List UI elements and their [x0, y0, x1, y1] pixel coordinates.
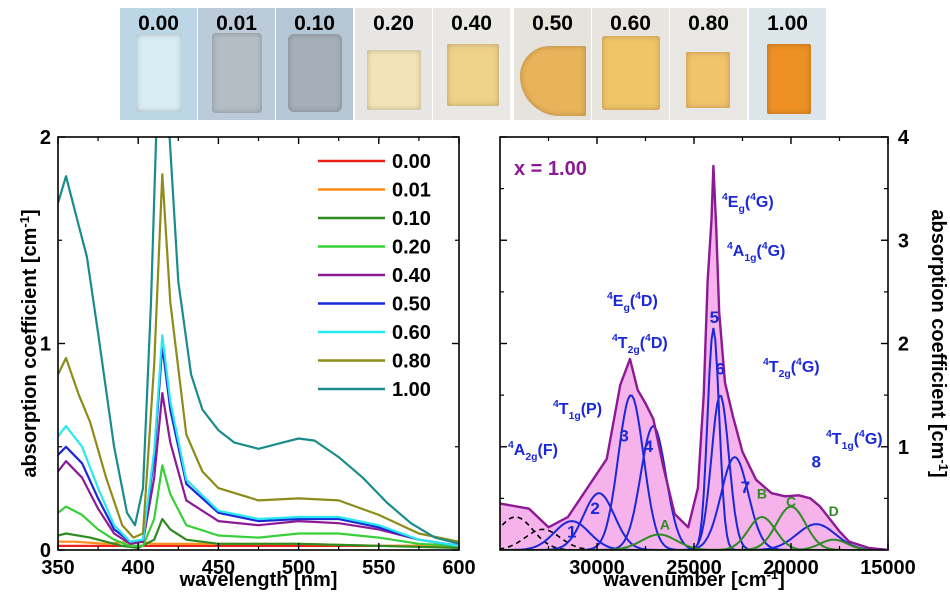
sample-photo: 0.01	[198, 8, 275, 120]
series-line	[58, 173, 459, 543]
legend-label: 0.20	[392, 237, 431, 259]
gaussian-component	[500, 520, 888, 550]
component-label: 6	[715, 359, 724, 378]
sample-photo: 0.50	[514, 8, 591, 120]
component-label: 5	[710, 308, 719, 327]
series-line	[58, 464, 459, 547]
transition-label: 4​T2​g​(4​G)	[763, 357, 820, 380]
sample-photo: 0.60	[592, 8, 669, 120]
dashed-component	[500, 528, 888, 550]
y-tick-label: 1	[40, 334, 51, 356]
sample-concentration-label: 0.00	[138, 12, 179, 35]
sample-concentration-label: 0.80	[688, 12, 729, 35]
legend-label: 0.10	[392, 208, 431, 230]
legend-label: 0.60	[392, 322, 431, 344]
y-tick-label: 3	[898, 230, 909, 252]
sample-photo: 1.00	[749, 8, 826, 120]
transition-label: 4​T1​g​(4​G)	[826, 429, 883, 452]
sample-concentration-label: 0.01	[216, 12, 257, 35]
y-tick-label: 0	[40, 540, 51, 562]
y-tick-label: 2	[40, 127, 51, 149]
sample-crystal	[767, 44, 811, 114]
legend-label: 0.01	[392, 180, 431, 202]
x-tick-label: 400	[122, 557, 155, 579]
legend-label: 0.80	[392, 351, 431, 373]
transition-label: 4​A1​g​(4​G)	[727, 241, 785, 264]
gaussian-component	[500, 505, 888, 550]
sample-crystal	[136, 34, 182, 112]
sample-concentration-label: 1.00	[767, 12, 808, 35]
x-tick-label: 500	[282, 557, 315, 579]
x-tick-label: 450	[202, 557, 235, 579]
transition-label: 4​T1​g​(P)	[553, 399, 602, 422]
component-label: 1	[567, 523, 576, 542]
component-label: D	[829, 503, 839, 519]
sample-concentration-label: 0.40	[451, 12, 492, 35]
sample-photo-strip: 0.00 0.01 0.10 0.20 0.40 0.50 0.60 0.80 1.00	[0, 0, 950, 120]
plot-frame	[499, 136, 889, 551]
sample-photo: 0.20	[355, 8, 432, 120]
sample-photo: 0.40	[433, 8, 510, 120]
x-tick-label: 600	[442, 557, 475, 579]
transition-label: 4​Eg​(4​D)	[607, 291, 658, 314]
component-label: 3	[619, 427, 628, 446]
component-label: A	[660, 516, 670, 532]
sample-crystal	[686, 52, 730, 108]
series-line	[58, 392, 459, 547]
sample-crystal	[212, 33, 262, 113]
transition-label: 4​A2​g​(F)	[508, 440, 558, 463]
series-line	[58, 137, 459, 545]
series-line	[58, 334, 459, 547]
y-axis-label: absorption coefficient [cm-1​]	[927, 209, 950, 477]
total-absorption-fill	[500, 165, 888, 550]
x-tick-label: 350	[41, 557, 74, 579]
component-label: B	[757, 485, 767, 501]
sample-crystal	[288, 34, 342, 112]
component-label: 2	[590, 499, 599, 518]
plot-area	[58, 137, 459, 549]
y-axis-label: absorption coefficient [cm-1​]	[17, 209, 41, 477]
legend-label: 1.00	[392, 379, 431, 401]
series-line	[58, 344, 459, 547]
sample-photo: 0.00	[120, 8, 197, 120]
gaussian-component	[500, 523, 888, 550]
x-tick-label: 30000	[569, 557, 625, 579]
series-label: x = 1.00	[514, 158, 587, 180]
sample-crystal	[367, 50, 421, 110]
sample-photo: 0.80	[670, 8, 747, 120]
x-tick-label: 550	[362, 557, 395, 579]
component-label: 7	[741, 478, 750, 497]
sample-concentration-label: 0.60	[610, 12, 651, 35]
y-tick-label: 1	[898, 437, 909, 459]
x-axis-label: wavelength [nm]	[179, 569, 338, 591]
component-label: C	[786, 494, 796, 510]
x-tick-label: 15000	[860, 557, 916, 579]
x-axis-label: wavenumber [cm-1​]	[602, 567, 785, 591]
gaussian-component	[500, 538, 888, 550]
y-tick-label: 2	[898, 334, 909, 356]
sample-photo: 0.10	[276, 8, 353, 120]
transition-label: 4​T2​g​(4​D)	[612, 333, 668, 356]
x-tick-label: 20000	[763, 557, 819, 579]
component-label: 8	[811, 452, 820, 471]
sample-concentration-label: 0.20	[373, 12, 414, 35]
component-label: 4	[644, 437, 654, 456]
sample-concentration-label: 0.50	[532, 12, 573, 35]
legend-label: 0.50	[392, 294, 431, 316]
legend-label: 0.40	[392, 265, 431, 287]
total-absorption-line	[500, 164, 888, 550]
sample-crystal	[447, 44, 499, 106]
transition-label: 4​Eg​(4​G)	[722, 192, 774, 215]
sample-concentration-label: 0.10	[294, 12, 335, 35]
plot-area	[500, 164, 888, 550]
sample-crystal	[520, 46, 586, 116]
y-tick-label: 4	[898, 127, 910, 149]
gaussian-component	[500, 492, 888, 550]
legend: 0.00 0.01 0.10 0.20 0.40 0.50 0.60 0.80 1.00	[318, 151, 431, 401]
sample-crystal	[602, 36, 660, 110]
x-tick-label: 25000	[666, 557, 722, 579]
legend-label: 0.00	[392, 151, 431, 173]
